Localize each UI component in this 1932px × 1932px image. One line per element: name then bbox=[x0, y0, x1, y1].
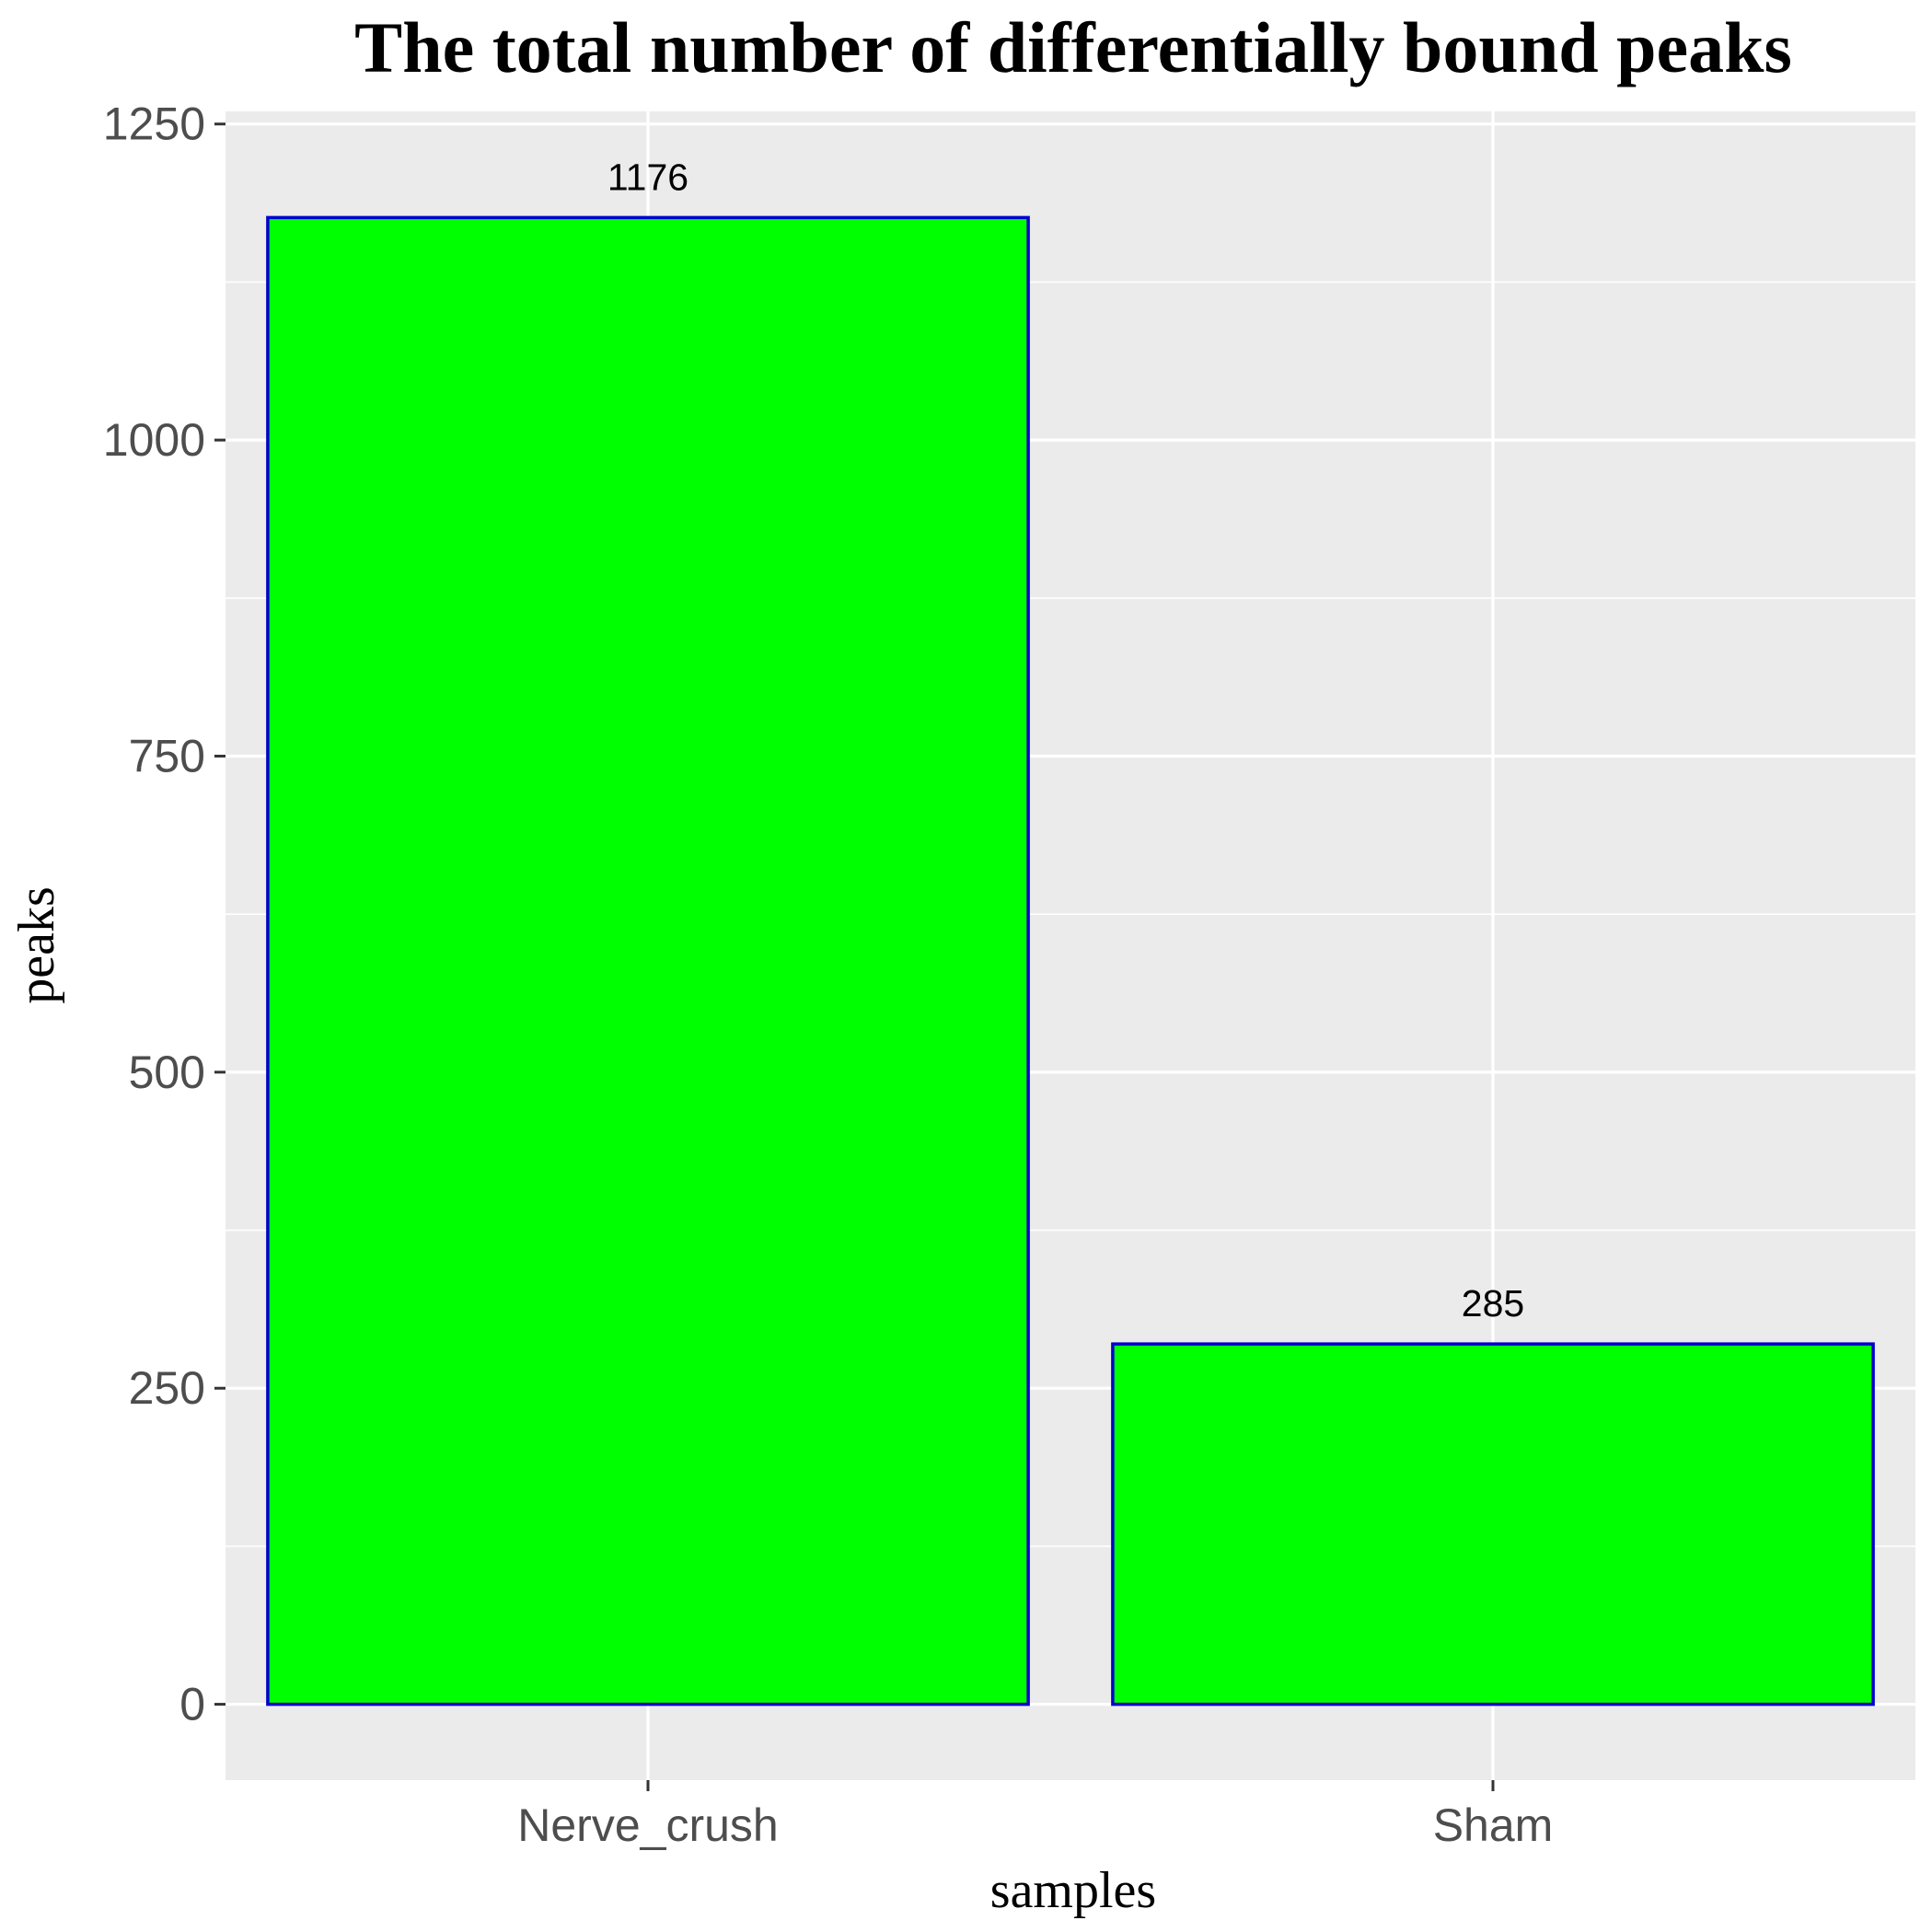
y-tick-label: 0 bbox=[179, 1679, 205, 1730]
y-axis-title: peaks bbox=[8, 886, 65, 1004]
data-label: 285 bbox=[1462, 1282, 1524, 1325]
data-label: 1176 bbox=[607, 156, 688, 198]
y-tick-label: 250 bbox=[129, 1362, 205, 1414]
y-tick-label: 1000 bbox=[103, 414, 205, 466]
y-tick-label: 1250 bbox=[103, 98, 205, 150]
x-tick-label: Nerve_crush bbox=[517, 1799, 778, 1851]
y-tick-label: 500 bbox=[129, 1047, 205, 1098]
bars bbox=[266, 215, 1875, 1706]
data-labels: 1176 285 bbox=[607, 156, 1524, 1325]
x-axis: Nerve_crush Sham bbox=[517, 1780, 1553, 1851]
bar-sham bbox=[1111, 1342, 1875, 1706]
x-axis-title: samples bbox=[990, 1862, 1156, 1919]
y-tick-label: 750 bbox=[129, 730, 205, 781]
y-axis: 0 250 500 750 1000 1250 bbox=[103, 98, 226, 1730]
x-tick-label: Sham bbox=[1433, 1799, 1554, 1851]
bar-nerve-crush bbox=[266, 215, 1030, 1706]
chart-title: The total number of differentially bound… bbox=[354, 7, 1792, 87]
